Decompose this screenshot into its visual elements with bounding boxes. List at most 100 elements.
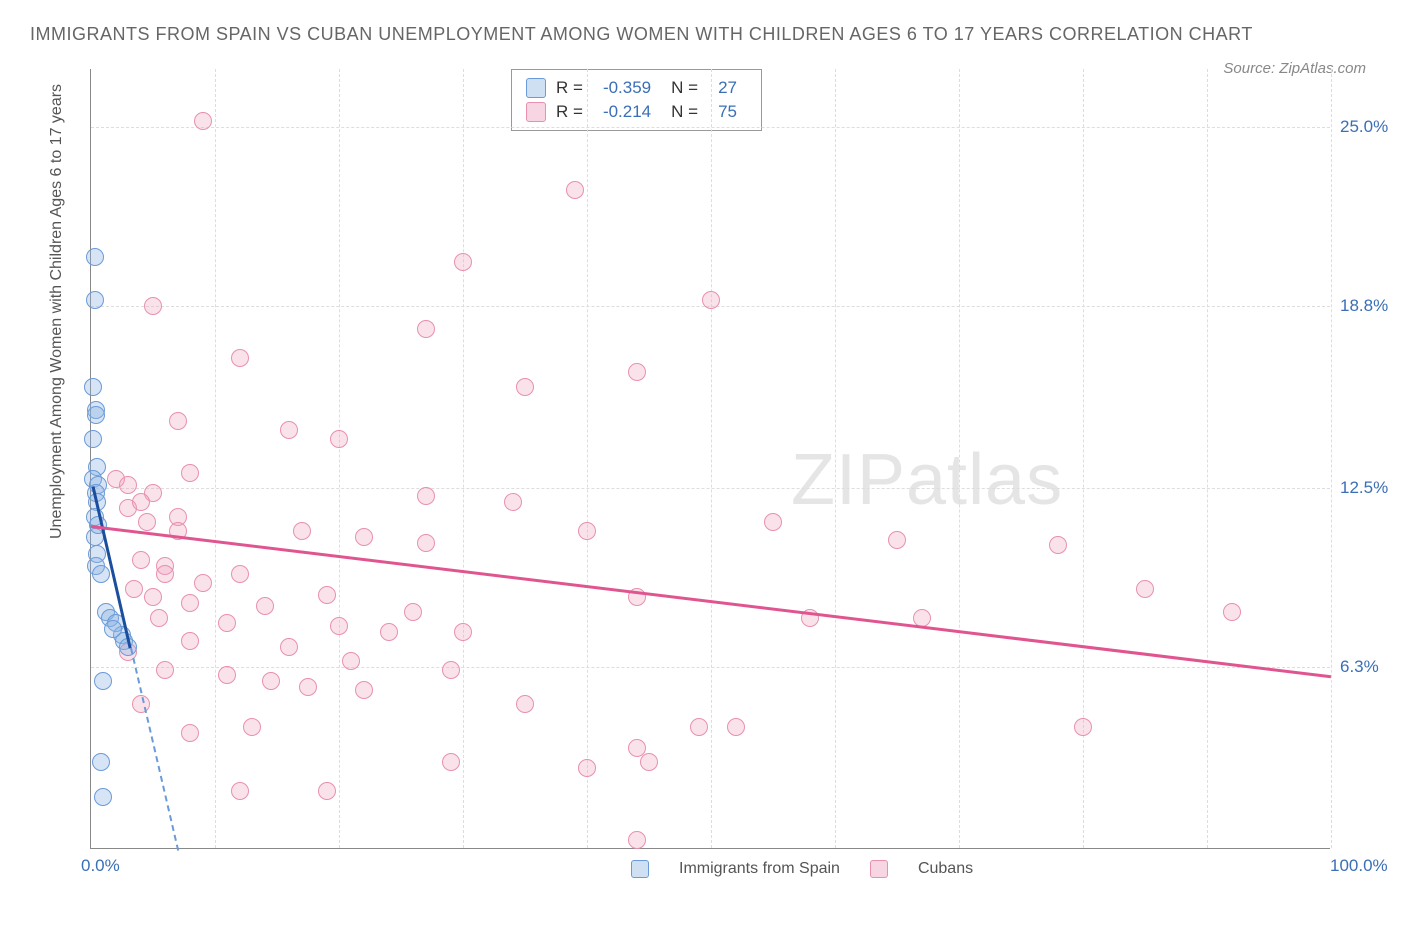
r-value-a: -0.359 (593, 78, 661, 98)
data-point (454, 623, 472, 641)
y-axis-label: Unemployment Among Women with Children A… (48, 84, 66, 539)
data-point (181, 594, 199, 612)
data-point (125, 580, 143, 598)
watermark: ZIPatlas (791, 439, 1063, 521)
data-point (84, 378, 102, 396)
chart-title: IMMIGRANTS FROM SPAIN VS CUBAN UNEMPLOYM… (30, 20, 1376, 49)
data-point (84, 430, 102, 448)
plot-area: ZIPatlas R = -0.359 N = 27 R = -0.214 N … (90, 69, 1330, 849)
data-point (87, 406, 105, 424)
data-point (262, 672, 280, 690)
data-point (1223, 603, 1241, 621)
data-point (132, 493, 150, 511)
data-point (727, 718, 745, 736)
data-point (1074, 718, 1092, 736)
data-point (764, 513, 782, 531)
bottom-legend: Immigrants from Spain Cubans (631, 860, 973, 878)
data-point (404, 603, 422, 621)
data-point (119, 476, 137, 494)
r-value-b: -0.214 (593, 102, 661, 122)
swatch-a-icon (526, 78, 546, 98)
data-point (1136, 580, 1154, 598)
data-point (578, 522, 596, 540)
data-point (231, 349, 249, 367)
data-point (442, 661, 460, 679)
data-point (516, 378, 534, 396)
data-point (342, 652, 360, 670)
y-tick-label: 12.5% (1340, 478, 1400, 498)
legend-swatch-a-icon (631, 860, 649, 878)
gridline-v (463, 69, 464, 848)
data-point (442, 753, 460, 771)
gridline-v (959, 69, 960, 848)
gridline-v (835, 69, 836, 848)
data-point (690, 718, 708, 736)
data-point (150, 609, 168, 627)
x-tick-min: 0.0% (81, 856, 120, 876)
data-point (92, 565, 110, 583)
corr-row-a: R = -0.359 N = 27 (526, 76, 747, 100)
data-point (578, 759, 596, 777)
data-point (454, 253, 472, 271)
data-point (218, 614, 236, 632)
gridline-v (339, 69, 340, 848)
n-value-b: 75 (708, 102, 747, 122)
x-tick-max: 100.0% (1330, 856, 1400, 876)
data-point (888, 531, 906, 549)
data-point (417, 534, 435, 552)
gridline-v (1331, 69, 1332, 848)
n-label-a: N = (671, 78, 698, 98)
data-point (181, 464, 199, 482)
data-point (169, 412, 187, 430)
data-point (417, 487, 435, 505)
data-point (702, 291, 720, 309)
data-point (566, 181, 584, 199)
data-point (330, 617, 348, 635)
gridline-v (587, 69, 588, 848)
data-point (231, 782, 249, 800)
data-point (293, 522, 311, 540)
data-point (94, 672, 112, 690)
data-point (380, 623, 398, 641)
data-point (417, 320, 435, 338)
data-point (231, 565, 249, 583)
data-point (86, 291, 104, 309)
data-point (355, 681, 373, 699)
swatch-b-icon (526, 102, 546, 122)
data-point (132, 695, 150, 713)
n-value-a: 27 (708, 78, 747, 98)
data-point (516, 695, 534, 713)
y-tick-label: 25.0% (1340, 117, 1400, 137)
data-point (144, 297, 162, 315)
data-point (86, 248, 104, 266)
r-label-a: R = (556, 78, 583, 98)
data-point (628, 363, 646, 381)
gridline-v (711, 69, 712, 848)
data-point (504, 493, 522, 511)
data-point (144, 588, 162, 606)
data-point (181, 632, 199, 650)
correlation-box: R = -0.359 N = 27 R = -0.214 N = 75 (511, 69, 762, 131)
data-point (1049, 536, 1067, 554)
data-point (318, 586, 336, 604)
data-point (330, 430, 348, 448)
data-point (156, 661, 174, 679)
data-point (104, 620, 122, 638)
data-point (318, 782, 336, 800)
data-point (280, 421, 298, 439)
data-point (280, 638, 298, 656)
r-label-b: R = (556, 102, 583, 122)
data-point (138, 513, 156, 531)
y-tick-label: 6.3% (1340, 657, 1400, 677)
data-point (256, 597, 274, 615)
corr-row-b: R = -0.214 N = 75 (526, 100, 747, 124)
data-point (194, 112, 212, 130)
data-point (628, 831, 646, 849)
legend-label-a: Immigrants from Spain (679, 860, 840, 878)
data-point (194, 574, 212, 592)
watermark-bold: atlas (906, 440, 1063, 520)
data-point (94, 788, 112, 806)
legend-label-b: Cubans (918, 860, 973, 878)
gridline-v (1207, 69, 1208, 848)
y-tick-label: 18.8% (1340, 296, 1400, 316)
